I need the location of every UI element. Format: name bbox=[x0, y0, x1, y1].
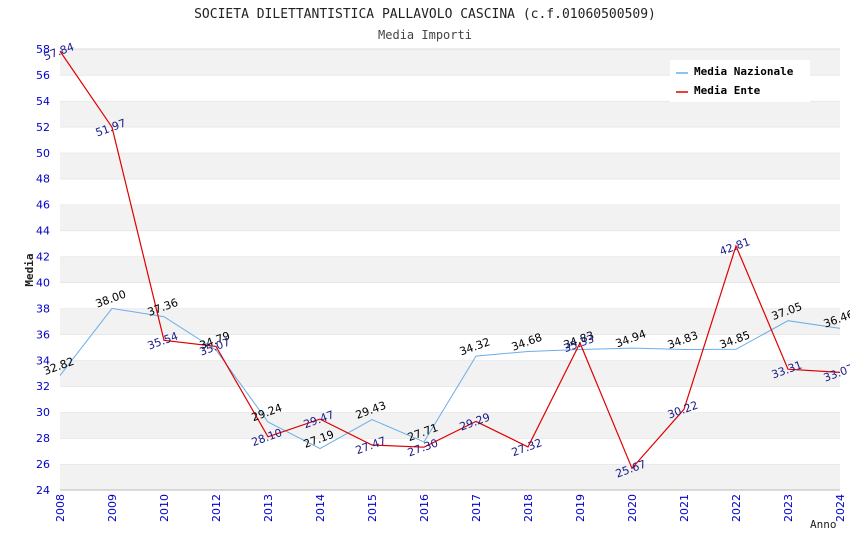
x-tick-label: 2017 bbox=[470, 494, 483, 522]
x-tick-label: 2020 bbox=[626, 494, 639, 522]
y-tick-label: 30 bbox=[36, 406, 50, 419]
y-tick-label: 44 bbox=[36, 225, 50, 238]
x-tick-label: 2023 bbox=[782, 494, 795, 522]
grid-band bbox=[60, 308, 840, 335]
y-tick-label: 38 bbox=[36, 302, 50, 315]
chart-title: SOCIETA DILETTANTISTICA PALLAVOLO CASCIN… bbox=[194, 7, 656, 22]
grid-band bbox=[60, 204, 840, 231]
series-line-media-nazionale bbox=[59, 307, 841, 450]
y-tick-label: 36 bbox=[36, 328, 50, 341]
y-tick-label: 28 bbox=[36, 432, 50, 445]
x-tick-label: 2021 bbox=[678, 494, 691, 522]
series-lines bbox=[59, 50, 841, 470]
grid-band bbox=[60, 256, 840, 283]
y-tick-label: 24 bbox=[36, 484, 50, 497]
y-tick-label: 42 bbox=[36, 251, 50, 264]
y-tick-label: 48 bbox=[36, 173, 50, 186]
x-tick-label: 2008 bbox=[54, 494, 67, 522]
legend-label-nazionale: Media Nazionale bbox=[694, 65, 794, 78]
x-tick-label: 2012 bbox=[210, 494, 223, 522]
grid-bands bbox=[60, 48, 840, 491]
y-tick-label: 32 bbox=[36, 380, 50, 393]
legend-background bbox=[670, 60, 810, 102]
grid-band bbox=[60, 100, 840, 127]
x-tick-label: 2024 bbox=[834, 494, 847, 522]
grid-band bbox=[60, 464, 840, 490]
x-tick-label: 2010 bbox=[158, 494, 171, 522]
y-tick-label: 56 bbox=[36, 69, 50, 82]
y-tick-label: 46 bbox=[36, 199, 50, 212]
grid-band bbox=[60, 334, 840, 361]
x-tick-label: 2013 bbox=[262, 494, 275, 522]
grid-band bbox=[60, 360, 840, 387]
x-axis-label: Anno bbox=[810, 518, 837, 531]
y-tick-label: 50 bbox=[36, 147, 50, 160]
chart-subtitle: Media Importi bbox=[378, 28, 472, 42]
y-tick-label: 40 bbox=[36, 276, 50, 289]
grid-band bbox=[60, 438, 840, 465]
x-axis-ticks: 2008 2009 2010 2012 2013 2014 2015 2016 2017 2018… bbox=[54, 494, 847, 522]
series-line-media-ente bbox=[59, 50, 841, 470]
x-tick-label: 2016 bbox=[418, 494, 431, 522]
y-tick-label: 34 bbox=[36, 354, 50, 367]
x-tick-label: 2018 bbox=[522, 494, 535, 522]
y-tick-label: 54 bbox=[36, 95, 50, 108]
x-tick-label: 2015 bbox=[366, 494, 379, 522]
grid-band bbox=[60, 126, 840, 153]
grid-band bbox=[60, 178, 840, 205]
y-tick-label: 26 bbox=[36, 458, 50, 471]
legend-label-ente: Media Ente bbox=[694, 84, 761, 97]
grid-band bbox=[60, 152, 840, 179]
x-tick-label: 2022 bbox=[730, 494, 743, 522]
y-axis-ticks: 24 26 28 30 32 34 36 38 40 42 44 46 48 50 52 54 56 58 bbox=[36, 43, 50, 497]
grid-band bbox=[60, 230, 840, 257]
x-tick-label: 2014 bbox=[314, 494, 327, 522]
grid-band bbox=[60, 282, 840, 309]
x-tick-label: 2019 bbox=[574, 494, 587, 522]
y-tick-label: 52 bbox=[36, 121, 50, 134]
y-axis-label: Media bbox=[23, 253, 36, 286]
y-tick-label: 58 bbox=[36, 43, 50, 56]
legend: Media Nazionale Media Ente bbox=[670, 60, 810, 102]
x-tick-label: 2009 bbox=[106, 494, 119, 522]
